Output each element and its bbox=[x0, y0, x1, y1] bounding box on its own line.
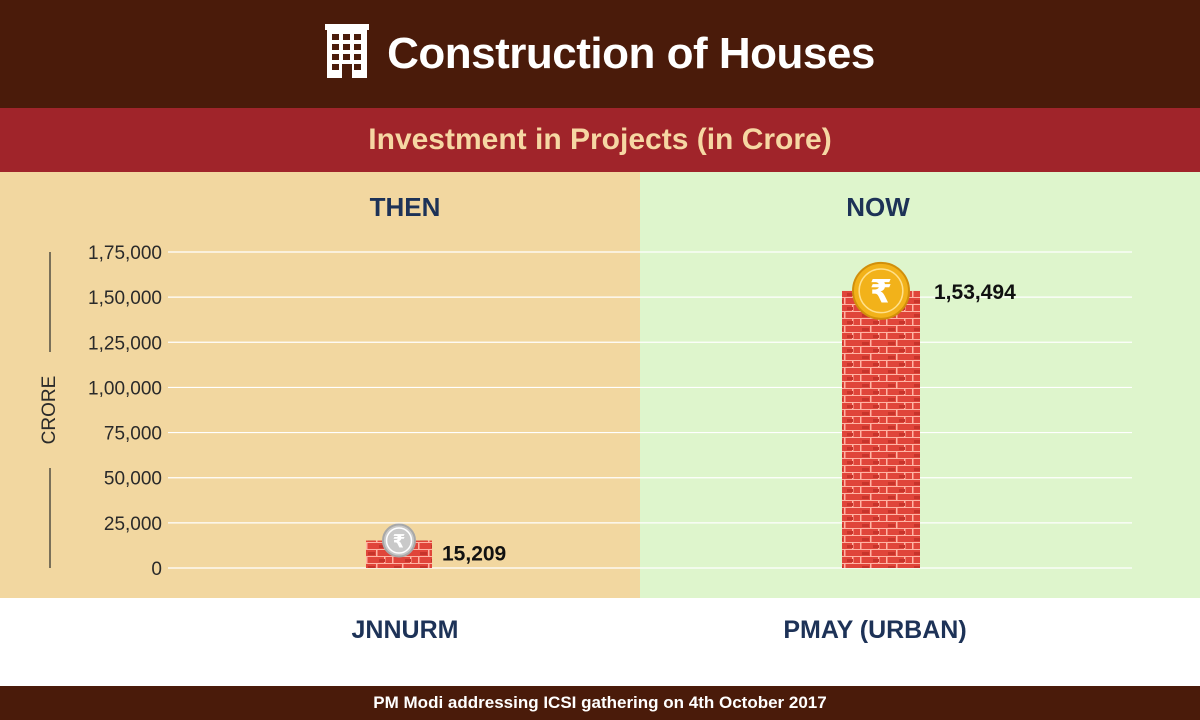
y-axis-label: CRORE bbox=[39, 376, 60, 445]
y-tick-label: 1,25,000 bbox=[88, 333, 162, 354]
svg-text:₹: ₹ bbox=[393, 531, 406, 552]
header-bar: Construction of Houses bbox=[0, 0, 1200, 108]
bar bbox=[842, 290, 920, 568]
then-panel bbox=[0, 172, 640, 598]
footer-caption: PM Modi addressing ICSI gathering on 4th… bbox=[373, 693, 827, 712]
svg-text:₹: ₹ bbox=[870, 273, 892, 311]
bar-group: ₹ bbox=[366, 523, 432, 568]
chart-title: Investment in Projects (in Crore) bbox=[368, 123, 832, 156]
then-label: THEN bbox=[369, 192, 441, 222]
category-label-jnnurm: JNNURM bbox=[351, 616, 459, 644]
y-tick-label: 25,000 bbox=[104, 514, 162, 535]
y-tick-label: 1,75,000 bbox=[88, 243, 162, 264]
rupee-coin-icon: ₹ bbox=[852, 261, 910, 320]
building-icon bbox=[325, 23, 370, 85]
category-strip bbox=[0, 598, 1200, 686]
page-title: Construction of Houses bbox=[387, 29, 875, 78]
now-label: NOW bbox=[846, 192, 910, 222]
y-tick-label: 75,000 bbox=[104, 424, 162, 445]
data-label: 1,53,494 bbox=[934, 281, 1016, 304]
bar-chart: 0 25,000 50,000 75,000 1,00,000 1,25,000 1,50,… bbox=[39, 243, 1132, 580]
bar-group: ₹ bbox=[842, 261, 920, 568]
y-tick-label: 0 bbox=[151, 559, 162, 580]
y-tick-label: 50,000 bbox=[104, 469, 162, 490]
rupee-coin-icon: ₹ bbox=[382, 523, 416, 558]
category-label-pmay: PMAY (URBAN) bbox=[783, 616, 967, 644]
footer-bar: PM Modi addressing ICSI gathering on 4th… bbox=[0, 686, 1200, 720]
y-tick-label: 1,50,000 bbox=[88, 288, 162, 309]
data-label: 15,209 bbox=[442, 543, 506, 566]
subheader-bar: Investment in Projects (in Crore) bbox=[0, 108, 1200, 172]
y-tick-label: 1,00,000 bbox=[88, 378, 162, 399]
